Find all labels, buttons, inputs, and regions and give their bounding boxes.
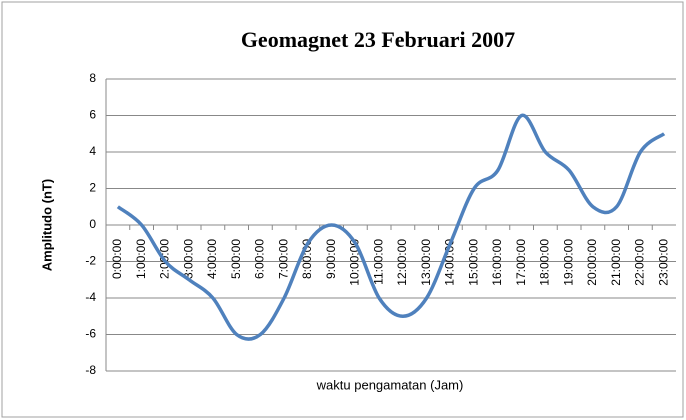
y-tick-label: -8 — [85, 363, 96, 377]
x-tick-label: 4:00:00 — [205, 239, 219, 279]
y-tick-label: -2 — [85, 254, 96, 268]
y-tick-label: 0 — [89, 217, 96, 231]
y-tick-label: 4 — [89, 144, 96, 158]
x-tick-label: 23:00:00 — [656, 239, 670, 286]
x-tick-label: 11:00:00 — [371, 239, 385, 285]
x-tick-label: 18:00:00 — [538, 239, 552, 286]
x-tick-label: 22:00:00 — [633, 239, 647, 286]
x-tick-label: 15:00:00 — [466, 239, 480, 286]
x-tick-label: 1:00:00 — [134, 239, 148, 279]
x-tick-label: 0:00:00 — [110, 239, 124, 279]
x-axis-label: waktu pengamatan (Jam) — [316, 377, 464, 392]
x-tick-label: 16:00:00 — [490, 239, 504, 286]
x-tick-label: 10:00:00 — [348, 239, 362, 286]
x-tick-label: 20:00:00 — [585, 239, 599, 286]
y-tick-label: 6 — [89, 108, 96, 122]
x-tick-label: 21:00:00 — [609, 239, 623, 286]
x-tick-label: 5:00:00 — [229, 239, 243, 279]
x-tick-label: 12:00:00 — [395, 239, 409, 286]
y-tick-label: -4 — [85, 290, 96, 304]
y-tick-label: 8 — [89, 71, 96, 85]
y-tick-label: -6 — [85, 327, 96, 341]
y-tick-label: 2 — [89, 181, 96, 195]
x-tick-label: 3:00:00 — [181, 239, 195, 279]
x-tick-label: 9:00:00 — [324, 239, 338, 279]
y-axis-label: Amplitudo (nT) — [39, 179, 54, 271]
x-tick-label: 17:00:00 — [514, 239, 528, 286]
x-tick-label: 13:00:00 — [419, 239, 433, 286]
x-tick-label: 6:00:00 — [253, 239, 267, 279]
x-tick-label: 19:00:00 — [561, 239, 575, 286]
series-line — [116, 113, 666, 341]
chart-title: Geomagnet 23 Februari 2007 — [241, 27, 515, 52]
x-tick-label: 7:00:00 — [276, 239, 290, 279]
